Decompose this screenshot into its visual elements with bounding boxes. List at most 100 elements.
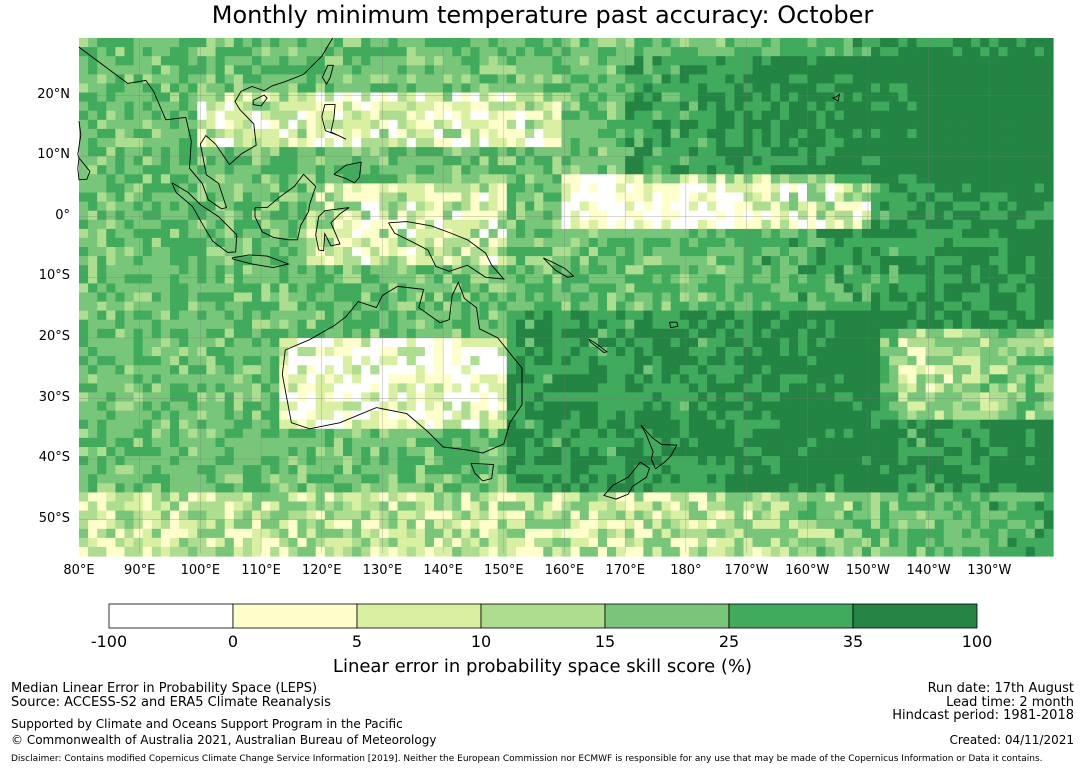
skill-cell xyxy=(379,274,390,284)
skill-cell xyxy=(770,328,781,339)
skill-cell xyxy=(133,483,144,493)
skill-cell xyxy=(215,328,226,339)
skill-cell xyxy=(779,456,790,466)
skill-cell xyxy=(607,237,617,248)
skill-cell xyxy=(734,183,745,194)
skill-cell xyxy=(434,347,444,357)
skill-cell xyxy=(588,283,599,294)
skill-cell xyxy=(552,437,563,448)
skill-cell xyxy=(688,192,699,203)
skill-cell xyxy=(379,119,390,130)
skill-cell xyxy=(834,419,845,430)
skill-cell xyxy=(279,492,289,503)
skill-cell xyxy=(861,228,872,239)
skill-cell xyxy=(807,456,817,466)
skill-cell xyxy=(588,128,599,139)
skill-cell xyxy=(543,228,553,239)
skill-cell xyxy=(707,301,717,312)
skill-cell xyxy=(497,374,508,384)
skill-cell xyxy=(807,119,817,130)
skill-cell xyxy=(361,328,371,339)
skill-cell xyxy=(279,510,289,521)
skill-cell xyxy=(151,519,162,530)
skill-cell xyxy=(379,83,390,94)
skill-cell xyxy=(324,265,335,275)
skill-cell xyxy=(516,228,526,239)
skill-cell xyxy=(843,56,854,66)
skill-cell xyxy=(124,319,135,330)
skill-cell xyxy=(324,401,335,412)
skill-cell xyxy=(570,247,581,257)
skill-cell xyxy=(297,47,308,57)
skill-cell xyxy=(570,210,581,221)
skill-cell xyxy=(224,447,235,457)
skill-cell xyxy=(270,119,280,130)
skill-cell xyxy=(79,101,89,112)
skill-cell xyxy=(315,256,326,266)
skill-cell xyxy=(279,328,289,339)
skill-cell xyxy=(261,119,271,130)
skill-cell xyxy=(661,428,672,439)
skill-cell xyxy=(707,347,717,357)
skill-cell xyxy=(215,310,226,321)
skill-cell xyxy=(843,392,854,403)
skill-cell xyxy=(443,356,453,366)
skill-cell xyxy=(279,301,289,312)
skill-cell xyxy=(652,428,663,439)
skill-cell xyxy=(233,138,244,148)
skill-cell xyxy=(779,210,790,221)
skill-cell xyxy=(725,74,735,85)
skill-cell xyxy=(534,228,544,239)
skill-cell xyxy=(798,537,808,548)
skill-cell xyxy=(779,365,790,375)
skill-cell xyxy=(798,256,808,266)
skill-cell xyxy=(324,256,335,266)
skill-cell xyxy=(725,365,735,375)
skill-cell xyxy=(534,138,544,148)
skill-cell xyxy=(215,110,226,121)
skill-cell xyxy=(789,56,799,66)
skill-cell xyxy=(798,110,808,121)
skill-cell xyxy=(343,210,353,221)
skill-cell xyxy=(652,519,663,530)
skill-cell xyxy=(707,74,717,85)
skill-cell xyxy=(252,201,262,212)
skill-cell xyxy=(616,110,626,121)
skill-cell xyxy=(333,110,344,121)
skill-cell xyxy=(779,419,790,430)
skill-cell xyxy=(670,383,681,394)
skill-cell xyxy=(434,110,444,121)
skill-cell xyxy=(625,165,635,175)
skill-cell xyxy=(361,310,371,321)
skill-cell xyxy=(397,256,408,266)
skill-cell xyxy=(661,92,672,103)
skill-cell xyxy=(379,428,390,439)
skill-cell xyxy=(761,147,772,157)
skill-cell xyxy=(816,428,827,439)
skill-cell xyxy=(370,537,380,548)
skill-cell xyxy=(279,92,289,103)
skill-cell xyxy=(297,74,308,85)
skill-cell xyxy=(643,101,654,112)
skill-cell xyxy=(634,419,644,430)
skill-cell xyxy=(133,428,144,439)
skill-cell xyxy=(151,410,162,421)
skill-cell xyxy=(424,528,435,539)
skill-cell xyxy=(142,119,153,130)
skill-cell xyxy=(825,537,836,548)
skill-cell xyxy=(470,474,481,484)
skill-cell xyxy=(452,265,462,275)
skill-cell xyxy=(424,447,435,457)
skill-cell xyxy=(415,156,426,166)
skill-cell xyxy=(197,519,207,530)
skill-cell xyxy=(770,183,781,194)
skill-cell xyxy=(270,128,280,139)
skill-cell xyxy=(379,328,390,339)
skill-cell xyxy=(270,147,280,157)
skill-cell xyxy=(807,165,817,175)
skill-cell xyxy=(688,147,699,157)
skill-cell xyxy=(861,38,872,48)
skill-cell xyxy=(852,319,863,330)
skill-cell xyxy=(424,292,435,303)
skill-cell xyxy=(807,274,817,284)
